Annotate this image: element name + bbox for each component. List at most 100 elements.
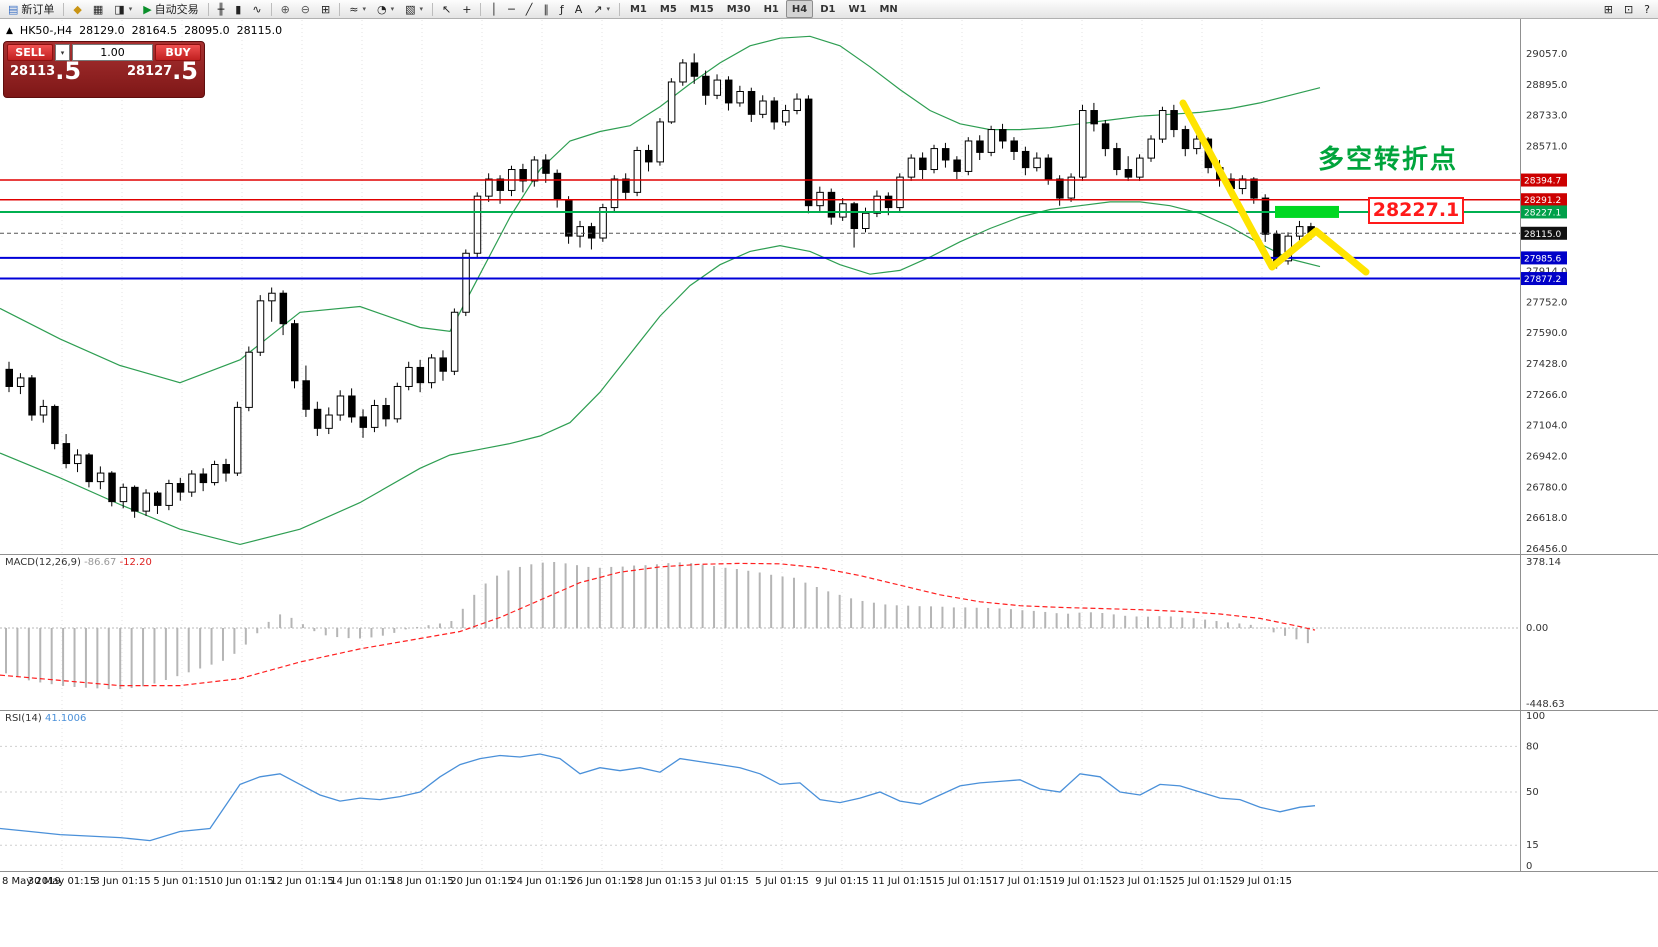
tf-h4[interactable]: H4 xyxy=(785,0,814,18)
close-value: 28115.0 xyxy=(236,24,283,37)
tf-mn-label: MN xyxy=(879,3,898,15)
candlestick-icon: ▮ xyxy=(235,2,242,16)
screenshot-button[interactable]: ⊡ xyxy=(1619,0,1638,18)
fibonacci-button[interactable]: ƒ xyxy=(555,0,569,18)
periods-button[interactable]: ◔ ▾ xyxy=(372,0,399,18)
svg-text:28733.0: 28733.0 xyxy=(1526,111,1567,122)
crosshair-icon: + xyxy=(462,2,472,16)
dock-button[interactable]: ⊞ xyxy=(1599,0,1618,18)
tile-windows-button[interactable]: ⊞ xyxy=(316,0,335,18)
price-tags: 28394.7 28291.2 28227.1 28115.0 27985.6 27877… xyxy=(1521,173,1567,286)
bar-chart-button[interactable]: ╫ xyxy=(213,0,230,18)
fibonacci-icon: ƒ xyxy=(559,2,564,16)
autotrading-button[interactable]: ▶ 自动交易 xyxy=(138,0,203,18)
price-tag-28291.2: 28291.2 xyxy=(1521,193,1567,207)
price-callout-label[interactable]: 28227.1 xyxy=(1368,197,1464,224)
vertical-line-button[interactable]: │ xyxy=(485,0,502,18)
horizontal-line-button[interactable]: ─ xyxy=(503,0,520,18)
macd-label: MACD(12,26,9) -86.67 -12.20 xyxy=(5,557,152,568)
oneclick-controls: SELL ▾ BUY xyxy=(7,44,201,61)
tf-w1[interactable]: W1 xyxy=(842,0,872,18)
sound-button[interactable]: ◆ xyxy=(68,0,86,18)
svg-text:11 Jul 01:15: 11 Jul 01:15 xyxy=(872,876,932,887)
screenshot-icon: ⊡ xyxy=(1623,2,1634,16)
lower-band xyxy=(0,201,1321,546)
svg-text:28115.0: 28115.0 xyxy=(1524,230,1561,240)
sound-icon: ◆ xyxy=(73,2,82,16)
buy-price[interactable]: 28127.5 xyxy=(127,59,198,83)
buy-button[interactable]: BUY xyxy=(155,44,201,61)
low-value: 28095.0 xyxy=(184,24,230,37)
help-button[interactable]: ? xyxy=(1639,0,1655,18)
channel-icon: ∥ xyxy=(543,2,549,16)
price-tag-27985.6: 27985.6 xyxy=(1521,251,1567,265)
toolbar-separator xyxy=(339,2,341,16)
macd-value: -86.67 xyxy=(84,557,117,568)
templates-button[interactable]: ▧ ▾ xyxy=(400,0,428,18)
profiles-button[interactable]: ◨ ▾ xyxy=(109,0,137,18)
cursor-icon: ↖ xyxy=(442,2,452,16)
price-tag-27877.2: 27877.2 xyxy=(1521,272,1567,286)
trendline-icon: ╱ xyxy=(525,2,533,16)
crosshair-button[interactable]: + xyxy=(457,0,476,18)
sell-price[interactable]: 28113.5 xyxy=(10,57,82,85)
svg-text:26618.0: 26618.0 xyxy=(1526,513,1567,524)
svg-text:27914.0: 27914.0 xyxy=(1526,267,1567,278)
indicators-button[interactable]: ≈ ▾ xyxy=(344,0,371,18)
svg-text:8 May 2019: 8 May 2019 xyxy=(2,876,61,887)
tf-m5[interactable]: M5 xyxy=(654,0,683,18)
zoom-in-button[interactable]: ⊕ xyxy=(276,0,295,18)
chart-annotations[interactable] xyxy=(1179,99,1370,276)
svg-text:27266.0: 27266.0 xyxy=(1526,390,1567,401)
sell-price-frac: .5 xyxy=(55,57,82,85)
text-button[interactable]: A xyxy=(570,0,588,18)
new-chart-button[interactable]: ▦ xyxy=(88,0,108,18)
trendline-button[interactable]: ╱ xyxy=(521,0,538,18)
dock-icon: ⊞ xyxy=(1603,2,1613,16)
sell-price-main: 28113 xyxy=(10,64,56,80)
tf-m30[interactable]: M30 xyxy=(721,0,757,18)
zoom-out-button[interactable]: ⊖ xyxy=(296,0,315,18)
tf-h1-label: H1 xyxy=(763,3,779,15)
toolbar-separator xyxy=(270,2,272,16)
volume-dropdown[interactable]: ▾ xyxy=(55,44,70,61)
svg-text:28227.1: 28227.1 xyxy=(1524,208,1561,218)
tf-d1[interactable]: D1 xyxy=(814,0,841,18)
chevron-down-icon: ▾ xyxy=(390,5,395,13)
svg-text:17 Jul 01:15: 17 Jul 01:15 xyxy=(992,876,1052,887)
svg-text:29057.0: 29057.0 xyxy=(1526,49,1567,60)
line-chart-icon: ∿ xyxy=(252,2,262,16)
volume-input[interactable] xyxy=(72,44,153,61)
toolbar-separator xyxy=(207,2,209,16)
chevron-down-icon: ▾ xyxy=(128,5,133,13)
channel-button[interactable]: ∥ xyxy=(538,0,554,18)
oneclick-collapse-toggle[interactable]: ▲ xyxy=(6,25,13,36)
turning-point-annotation[interactable]: 多空转折点 xyxy=(1318,145,1459,175)
svg-text:378.14: 378.14 xyxy=(1526,557,1561,568)
tf-m1[interactable]: M1 xyxy=(624,0,653,18)
price-tag-28115.0: 28115.0 xyxy=(1521,226,1567,240)
svg-text:0: 0 xyxy=(1526,861,1532,872)
svg-text:20 Jun 01:15: 20 Jun 01:15 xyxy=(450,876,514,887)
tf-mn[interactable]: MN xyxy=(873,0,903,18)
open-value: 28129.0 xyxy=(79,24,125,37)
highlight-zone[interactable] xyxy=(1275,205,1339,218)
svg-text:28 Jun 01:15: 28 Jun 01:15 xyxy=(630,876,694,887)
candlestick-chart-button[interactable]: ▮ xyxy=(230,0,246,18)
high-value: 28164.5 xyxy=(131,24,178,37)
panel-separators xyxy=(0,19,1658,872)
tf-m15[interactable]: M15 xyxy=(684,0,720,18)
cursor-button[interactable]: ↖ xyxy=(437,0,456,18)
tf-h1[interactable]: H1 xyxy=(758,0,785,18)
svg-text:5 Jun 01:15: 5 Jun 01:15 xyxy=(153,876,210,887)
toolbar-separator xyxy=(480,2,482,16)
sell-button[interactable]: SELL xyxy=(7,44,53,61)
trend-arrow-line[interactable] xyxy=(1179,99,1370,276)
new-order-button[interactable]: ▤ 新订单 xyxy=(3,0,59,18)
horizontal-level-lines[interactable] xyxy=(0,179,1520,280)
price-tag-28227.1: 28227.1 xyxy=(1521,205,1567,219)
line-chart-button[interactable]: ∿ xyxy=(247,0,266,18)
autotrading-icon: ▶ xyxy=(143,2,152,16)
arrows-button[interactable]: ↗ ▾ xyxy=(588,0,615,18)
